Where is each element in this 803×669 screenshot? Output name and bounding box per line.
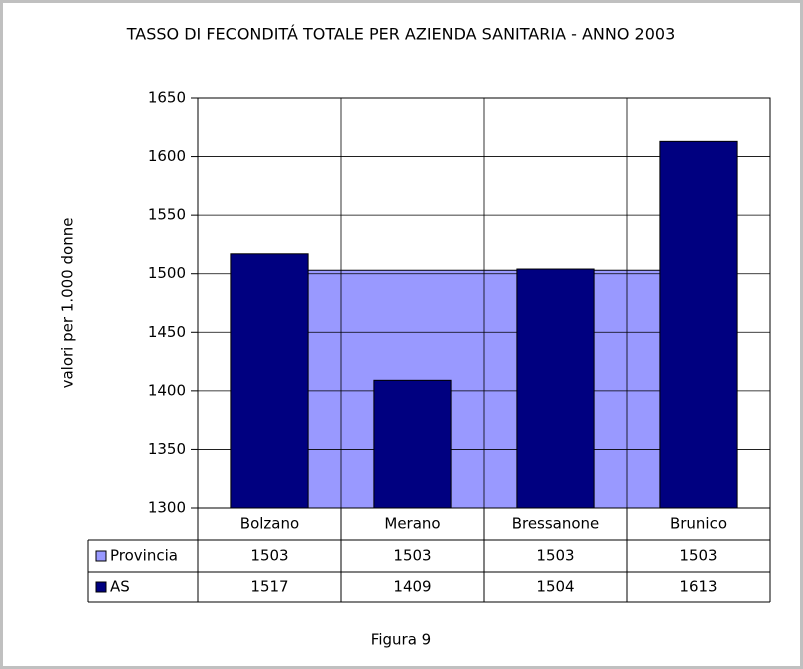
- table-value: 1503: [679, 547, 717, 565]
- bar: [230, 253, 309, 509]
- table-value: 1409: [393, 578, 431, 596]
- y-tick-label: 1350: [148, 440, 186, 458]
- table-value: 1613: [679, 578, 717, 596]
- x-tick-label: Bolzano: [240, 515, 299, 533]
- chart-title: TASSO DI FECONDITÁ TOTALE PER AZIENDA SA…: [126, 25, 676, 44]
- y-tick-label: 1400: [148, 381, 186, 399]
- table-value: 1503: [536, 547, 574, 565]
- table-value: 1517: [250, 578, 288, 596]
- y-tick-label: 1650: [148, 89, 186, 107]
- x-tick-label: Bressanone: [512, 515, 600, 533]
- y-axis-label: valori per 1.000 donne: [59, 218, 77, 389]
- table-value: 1504: [536, 578, 574, 596]
- x-tick-label: Brunico: [670, 515, 727, 533]
- y-tick-label: 1300: [148, 499, 186, 517]
- table-value: 1503: [250, 547, 288, 565]
- table-value: 1503: [393, 547, 431, 565]
- bar: [516, 268, 595, 509]
- caption: Figura 9: [371, 631, 431, 649]
- bar: [373, 379, 452, 509]
- legend-label: Provincia: [110, 547, 178, 565]
- bar: [659, 140, 738, 509]
- y-tick-label: 1550: [148, 206, 186, 224]
- legend-label: AS: [110, 578, 130, 596]
- legend-swatch: [95, 581, 107, 593]
- y-tick-label: 1500: [148, 264, 186, 282]
- x-tick-label: Merano: [384, 515, 440, 533]
- legend-swatch: [95, 550, 107, 562]
- y-tick-label: 1600: [148, 147, 186, 165]
- y-tick-label: 1450: [148, 323, 186, 341]
